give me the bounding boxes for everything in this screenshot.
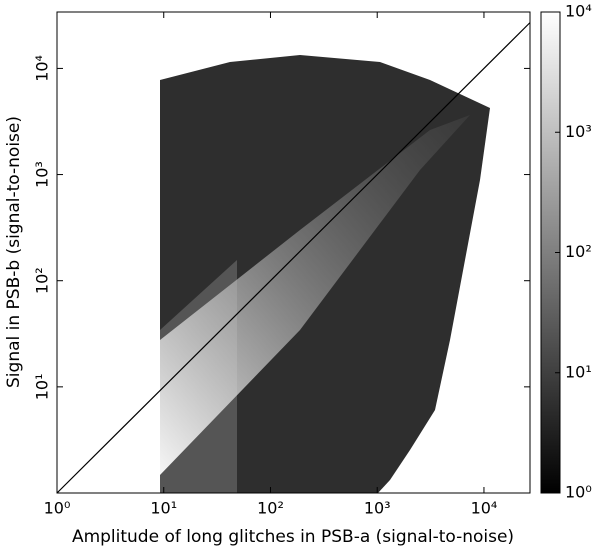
colorbar-tick-label: 10² bbox=[565, 242, 592, 261]
y-tick-label: 10² bbox=[33, 267, 52, 294]
x-tick-label: 10² bbox=[257, 499, 284, 518]
y-tick-label: 10⁴ bbox=[33, 55, 52, 82]
y-tick-label: 10¹ bbox=[33, 373, 52, 400]
x-tick-label: 10³ bbox=[364, 499, 391, 518]
colorbar-tick-label: 10¹ bbox=[565, 362, 592, 381]
y-tick-label: 10³ bbox=[33, 161, 52, 188]
reference-line bbox=[56, 22, 531, 494]
plot-frame bbox=[56, 11, 531, 494]
x-tick-label: 10¹ bbox=[150, 499, 177, 518]
density-image bbox=[160, 55, 490, 493]
y-axis-label: Signal in PSB-b (signal-to-noise) bbox=[4, 116, 24, 388]
x-tick-label: 10⁰ bbox=[44, 499, 71, 518]
colorbar-tick-label: 10⁴ bbox=[565, 2, 592, 21]
density-ridge bbox=[160, 115, 470, 475]
colorbar-tick-label: 10⁰ bbox=[565, 483, 592, 502]
x-tick-label: 10⁴ bbox=[471, 499, 498, 518]
colorbar-tick-label: 10³ bbox=[565, 122, 592, 141]
x-axis-label: Amplitude of long glitches in PSB-a (sig… bbox=[72, 527, 514, 547]
